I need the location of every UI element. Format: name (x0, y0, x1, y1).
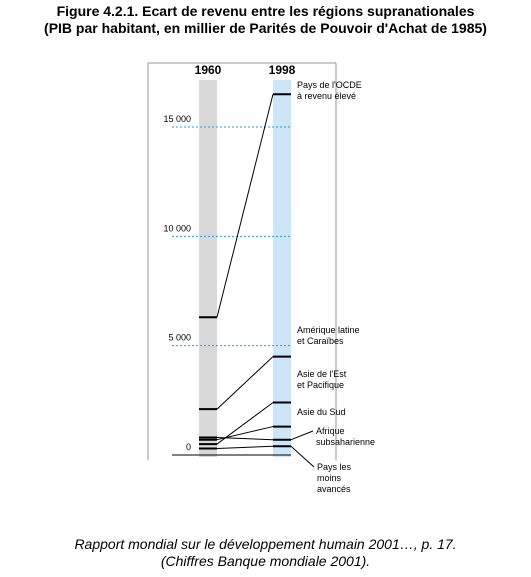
source-note: (Chiffres Banque mondiale 2001). (160, 553, 371, 569)
label-leader-series-5 (290, 445, 315, 468)
series-label-1-line-0: Amérique latine (297, 325, 360, 335)
x-tick-label-1960: 1960 (195, 63, 222, 77)
series-label-4-line-0: Afrique (316, 426, 345, 436)
chart-subtitle: (PIB par habitant, en millier de Parités… (44, 20, 487, 36)
series-0 (199, 93, 291, 319)
series-label-1-line-1: et Caraïbes (297, 336, 344, 346)
series-label-2-line-0: Asie de l'Est (297, 369, 347, 379)
connector-series-0 (216, 94, 274, 318)
chart-title: Figure 4.2.1. Ecart de revenu entre les … (56, 3, 475, 19)
series-1 (199, 355, 291, 411)
series-label-0-line-0: Pays de l'OCDE (297, 80, 362, 90)
series-label-5-line-0: Pays les (317, 462, 352, 472)
year-column-1998 (273, 80, 291, 457)
series-label-0-line-1: à revenu élevé (297, 91, 356, 101)
x-tick-label-1998: 1998 (269, 63, 296, 77)
y-tick-label-5000: 5 000 (168, 333, 191, 343)
series-5 (199, 445, 315, 468)
source-caption: Rapport mondial sur le développement hum… (74, 536, 457, 552)
series-label-5-line-2: avancés (317, 484, 351, 494)
y-tick-label-10000: 10 000 (163, 223, 191, 233)
series-label-4-line-1: subsaharienne (316, 437, 375, 447)
connector-series-5 (216, 445, 274, 449)
y-tick-label-15000: 15 000 (163, 114, 191, 124)
series-label-2-line-1: et Pacifique (297, 380, 344, 390)
y-tick-label-0: 0 (186, 442, 191, 452)
label-leader-series-4 (290, 430, 314, 441)
series-label-3-line-0: Asie du Sud (297, 407, 346, 417)
series-label-5-line-1: moins (317, 473, 342, 483)
connector-series-4 (216, 437, 274, 441)
series-4 (199, 430, 314, 441)
year-column-1960 (199, 80, 217, 457)
connector-series-1 (216, 356, 274, 410)
